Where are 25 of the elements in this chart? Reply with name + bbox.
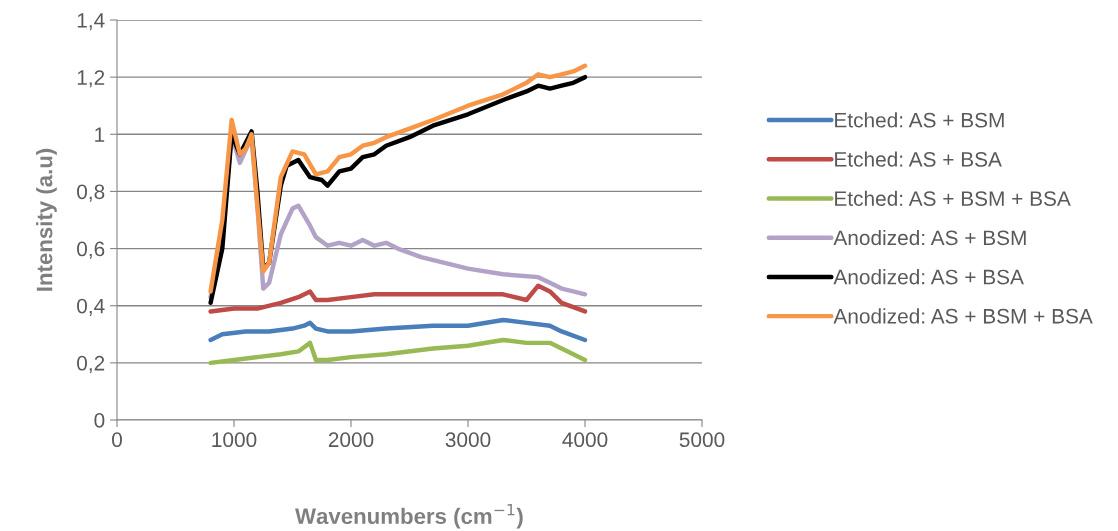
y-tick-label: 1,2 [77, 70, 105, 88]
legend-label: Anodized: AS + BSM [833, 229, 1026, 246]
legend-label: Etched: AS + BSA [835, 151, 1002, 167]
x-tick-label: 4000 [562, 432, 608, 448]
x-axis-title: Wavenumbers (cm$^{−1}$) [295, 504, 523, 529]
legend-label: Etched: AS + BSM + BSA [835, 190, 1071, 206]
y-tick-label: 0,4 [77, 298, 105, 316]
y-tick-label: 1,4 [77, 13, 105, 31]
y-axis-title: Intensity (a.u) [36, 148, 57, 291]
x-tick-label: 0 [112, 432, 122, 448]
y-tick-label: 0,6 [77, 241, 105, 259]
y-tick-label: 0 [94, 413, 105, 428]
y-tick-label: 0,2 [77, 355, 105, 374]
y-tick-label: 0,8 [77, 184, 105, 202]
line-series [208, 317, 588, 343]
legend-label: Etched: AS + BSM [835, 112, 1004, 128]
y-tick-label: 1 [95, 127, 105, 142]
legend-label: Anodized: AS + BSA [833, 269, 1024, 285]
x-tick-label: 2000 [328, 432, 374, 448]
x-tick-label: 3000 [445, 432, 491, 448]
x-tick-label: 5000 [679, 432, 725, 448]
line-series [208, 283, 588, 314]
legend-label: Anodized: AS + BSM + BSA [833, 308, 1093, 324]
x-tick-label: 1000 [212, 432, 257, 448]
line-series [208, 337, 588, 366]
